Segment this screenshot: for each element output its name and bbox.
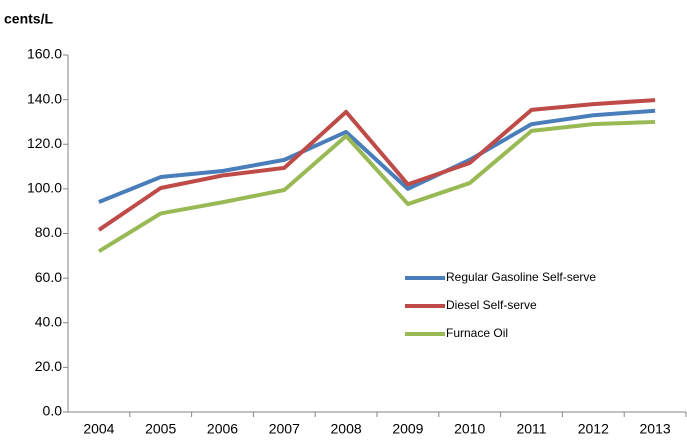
legend-label: Regular Gasoline Self-serve — [446, 270, 596, 284]
legend-label: Furnace Oil — [446, 326, 508, 340]
y-tick-label: 60.0 — [35, 269, 62, 285]
x-tick-label: 2011 — [516, 421, 546, 437]
x-tick-label: 2009 — [392, 421, 423, 437]
legend-label: Diesel Self-serve — [446, 298, 537, 312]
y-tick-label: 40.0 — [35, 313, 62, 329]
x-tick-label: 2012 — [578, 421, 609, 437]
y-tick-label: 100.0 — [27, 180, 62, 196]
x-tick-label: 2010 — [454, 421, 485, 437]
x-tick-label: 2007 — [269, 421, 300, 437]
y-tick-label: 20.0 — [35, 358, 62, 374]
y-tick-label: 160.0 — [27, 46, 62, 62]
x-tick-label: 2005 — [145, 421, 176, 437]
y-tick-label: 0.0 — [43, 403, 63, 419]
y-tick-label: 120.0 — [27, 135, 62, 151]
x-tick-label: 2006 — [207, 421, 238, 437]
series-line — [97, 119, 656, 254]
y-tick-label: 140.0 — [27, 90, 62, 106]
series-line — [98, 108, 656, 204]
x-tick-label: 2013 — [640, 421, 671, 437]
y-axis-label: cents/L — [4, 11, 53, 27]
x-tick-label: 2008 — [331, 421, 362, 437]
series-line — [97, 98, 656, 232]
y-tick-label: 80.0 — [35, 224, 62, 240]
x-tick-label: 2004 — [83, 421, 114, 437]
